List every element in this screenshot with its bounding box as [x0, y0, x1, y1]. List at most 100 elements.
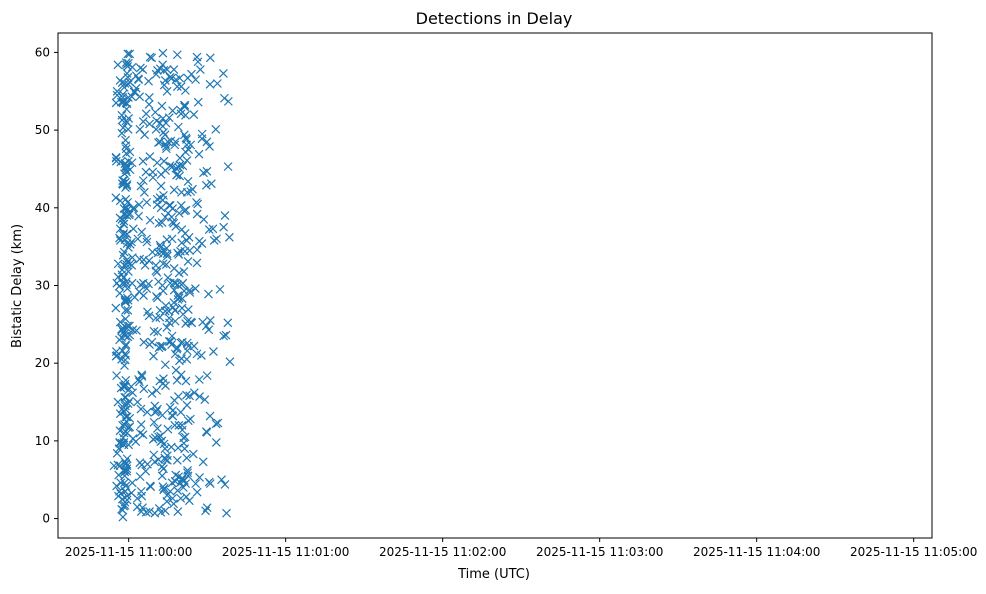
y-axis-ticks: 0 10 20 30 40 50 60: [35, 45, 58, 526]
data-point: [192, 258, 202, 268]
data-point: [205, 411, 215, 421]
data-point: [218, 68, 228, 78]
data-point: [121, 135, 130, 145]
data-point: [144, 279, 153, 289]
data-point: [121, 314, 130, 324]
data-point: [223, 318, 233, 328]
data-point: [134, 375, 144, 384]
data-point: [195, 472, 204, 482]
data-point: [120, 392, 130, 402]
data-point: [139, 384, 149, 394]
data-point: [153, 327, 163, 337]
data-point: [162, 455, 172, 465]
data-point: [123, 305, 133, 315]
data-point: [142, 284, 152, 294]
y-axis-label: Bistatic Delay (km): [10, 224, 25, 348]
data-point: [118, 180, 128, 189]
data-point: [170, 316, 180, 326]
data-point: [173, 280, 183, 290]
data-point: [121, 165, 131, 175]
data-point: [215, 284, 225, 294]
data-point: [172, 170, 181, 180]
data-point: [158, 60, 168, 70]
data-point: [113, 397, 123, 407]
data-point: [118, 230, 128, 240]
data-point: [204, 477, 214, 487]
data-point: [182, 354, 192, 364]
data-point: [142, 237, 152, 247]
data-point: [205, 79, 215, 89]
data-point: [192, 487, 202, 497]
data-point: [174, 208, 184, 218]
data-point: [119, 382, 129, 392]
data-point: [175, 160, 185, 170]
data-point: [185, 288, 195, 297]
data-point: [211, 419, 221, 429]
data-point: [120, 355, 130, 365]
data-point: [177, 294, 187, 304]
data-point: [119, 219, 129, 229]
data-point: [188, 449, 198, 459]
data-point: [134, 377, 144, 387]
data-point: [137, 227, 147, 237]
data-point: [118, 433, 128, 443]
data-point: [134, 211, 144, 221]
data-point: [133, 397, 142, 407]
data-point: [181, 110, 190, 120]
data-point: [161, 142, 171, 151]
data-point: [165, 201, 175, 210]
data-point: [192, 209, 202, 219]
data-point: [205, 53, 215, 63]
data-point: [117, 404, 127, 414]
data-point: [186, 317, 196, 327]
data-point: [179, 433, 189, 443]
data-point: [144, 76, 153, 86]
plot-area-frame: [57, 32, 933, 539]
data-point: [136, 280, 146, 290]
data-point: [122, 464, 132, 474]
data-point: [222, 508, 231, 518]
data-point: [206, 179, 216, 189]
data-point: [123, 93, 133, 102]
data-point: [147, 337, 157, 347]
data-point: [157, 218, 167, 227]
data-point: [174, 293, 184, 303]
data-point: [160, 360, 170, 370]
data-point: [119, 465, 129, 475]
y-tick-label: 60: [35, 45, 50, 59]
data-point: [171, 222, 181, 231]
data-point: [204, 289, 213, 299]
data-point: [172, 375, 182, 385]
data-point: [124, 114, 134, 123]
data-point: [118, 346, 128, 356]
data-point: [112, 481, 122, 491]
data-point: [155, 312, 165, 322]
y-tick-label: 0: [42, 512, 50, 526]
data-point: [118, 250, 128, 260]
data-point: [123, 197, 133, 207]
data-point: [155, 341, 165, 351]
data-point: [155, 240, 165, 250]
data-point: [211, 124, 221, 134]
data-point: [133, 234, 143, 244]
data-point: [160, 212, 170, 222]
data-point: [116, 478, 126, 488]
data-point: [169, 185, 179, 195]
data-point: [163, 273, 173, 283]
data-point: [123, 72, 133, 82]
data-point: [156, 437, 166, 447]
data-point: [119, 82, 129, 92]
data-point: [153, 424, 162, 433]
data-point: [177, 425, 187, 435]
data-point: [113, 259, 123, 269]
data-point: [189, 110, 199, 120]
data-point: [205, 316, 215, 325]
data-point: [180, 102, 190, 112]
data-point: [162, 251, 172, 261]
data-point: [122, 323, 132, 333]
data-point: [221, 330, 231, 340]
data-point: [157, 410, 167, 420]
data-point: [136, 181, 146, 191]
data-point: [135, 92, 145, 102]
data-point: [199, 215, 209, 224]
